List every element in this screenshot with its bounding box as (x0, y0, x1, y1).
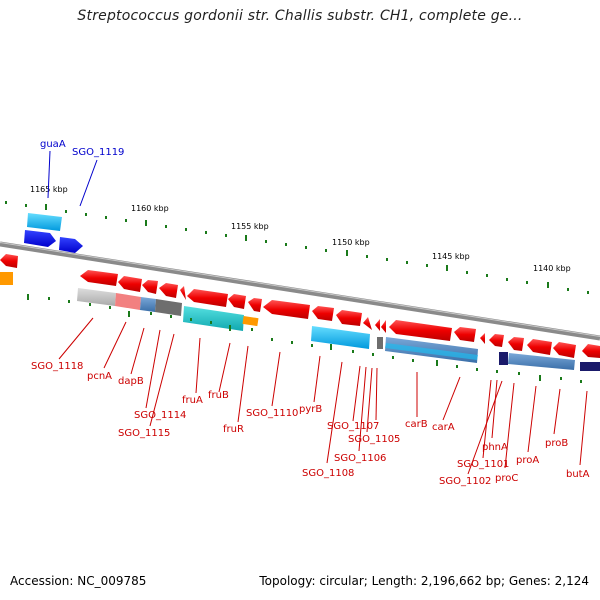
genome-backbone (0, 241, 600, 341)
gene-proC[interactable] (508, 337, 524, 351)
top-leaders (47, 150, 98, 207)
label-proB[interactable]: proB (545, 438, 568, 449)
scale-label-1160: 1160 kbp (131, 204, 169, 213)
label-phnA[interactable]: phnA (482, 442, 508, 453)
gene-SGO-1107[interactable] (336, 310, 362, 326)
gene-carB[interactable] (389, 320, 452, 341)
gene-pyrB[interactable] (312, 306, 334, 321)
gene-left-edge-orange[interactable] (0, 272, 13, 285)
feature-grey-1 (77, 288, 116, 306)
gene-SGO-1101[interactable] (489, 334, 504, 347)
scale-label-1150: 1150 kbp (332, 238, 370, 247)
gene-SGO-1118[interactable] (80, 270, 118, 286)
gene-fruB[interactable] (228, 294, 246, 309)
gene-phnA[interactable] (480, 333, 485, 344)
label-SGO-1108[interactable]: SGO_1108 (302, 468, 354, 479)
label-SGO-1114[interactable]: SGO_1114 (134, 410, 186, 421)
feature-blocks[interactable] (77, 288, 600, 371)
feature-steel-1 (140, 297, 156, 312)
bottom-labels: SGO_1118 pcnA dapB SGO_1114 SGO_1115 fru… (31, 361, 590, 487)
feature-navy (499, 352, 508, 365)
label-butA[interactable]: butA (566, 469, 590, 480)
label-carA[interactable]: carA (432, 422, 455, 433)
feature-teal (183, 306, 244, 331)
scale-ticks (5, 201, 589, 294)
gene-proB[interactable] (553, 342, 576, 358)
label-fruA[interactable]: fruA (182, 395, 203, 406)
gene-guaA-feature[interactable] (27, 213, 62, 231)
label-SGO-1110[interactable]: SGO_1110 (246, 408, 298, 419)
feature-orange (242, 316, 259, 327)
label-proA[interactable]: proA (516, 455, 539, 466)
feature-navy-2 (580, 362, 600, 371)
gene-pcnA[interactable] (118, 276, 142, 292)
feature-cyan-1 (311, 326, 370, 349)
feature-darkgrey (155, 299, 182, 316)
reverse-genes[interactable] (0, 254, 600, 358)
gene-guaA[interactable] (24, 230, 56, 247)
feature-steel-3 (508, 353, 575, 370)
label-SGO-1106[interactable]: SGO_1106 (334, 453, 386, 464)
feature-cyan-2 (385, 343, 478, 360)
lower-scale-ticks (27, 294, 582, 383)
scale-label-1155: 1155 kbp (231, 222, 269, 231)
gene-SGO-1114[interactable] (159, 283, 178, 298)
scale-label-1145: 1145 kbp (432, 252, 470, 261)
genome-backbone-highlight (0, 242, 600, 337)
label-SGO-1115[interactable]: SGO_1115 (118, 428, 170, 439)
gene-fruA[interactable] (187, 289, 228, 307)
label-guaA[interactable]: guaA (40, 139, 66, 150)
label-carB[interactable]: carB (405, 419, 428, 430)
feature-pink (115, 293, 141, 310)
gene-SGO-1115[interactable] (180, 286, 186, 300)
label-pyrB[interactable]: pyrB (299, 404, 322, 415)
label-fruB[interactable]: fruB (208, 390, 229, 401)
map-title: Streptococcus gordonii str. Challis subs… (77, 8, 523, 24)
gene-dapB[interactable] (142, 280, 158, 294)
gene-proA[interactable] (527, 339, 552, 355)
label-SGO-1101[interactable]: SGO_1101 (457, 459, 509, 470)
gene-SGO-1105[interactable] (375, 319, 380, 331)
label-SGO-1119[interactable]: SGO_1119 (72, 147, 124, 158)
label-fruR[interactable]: fruR (223, 424, 244, 435)
label-SGO-1102[interactable]: SGO_1102 (439, 476, 491, 487)
gene-SGO-1106[interactable] (381, 320, 386, 333)
gene-left-edge-red[interactable] (0, 254, 18, 268)
feature-darkgrey-2 (377, 337, 383, 349)
gene-SGO-1119[interactable] (59, 237, 83, 253)
label-proC[interactable]: proC (495, 473, 518, 484)
gene-SGO-1108[interactable] (363, 317, 372, 330)
label-SGO-1105[interactable]: SGO_1105 (348, 434, 400, 445)
genome-stats-text: Topology: circular; Length: 2,196,662 bp… (259, 574, 589, 588)
label-dapB[interactable]: dapB (118, 376, 144, 387)
gene-SGO-1110[interactable] (263, 300, 310, 319)
forward-genes[interactable] (24, 213, 83, 253)
label-pcnA[interactable]: pcnA (87, 371, 112, 382)
label-SGO-1107[interactable]: SGO_1107 (327, 421, 379, 432)
gene-carA[interactable] (454, 327, 476, 342)
scale-label-1140: 1140 kbp (533, 264, 571, 273)
accession-text: Accession: NC_009785 (10, 574, 147, 588)
bottom-leaders (58, 317, 588, 475)
gene-butA[interactable] (582, 344, 600, 358)
gene-fruR[interactable] (248, 298, 262, 312)
label-SGO-1118[interactable]: SGO_1118 (31, 361, 83, 372)
